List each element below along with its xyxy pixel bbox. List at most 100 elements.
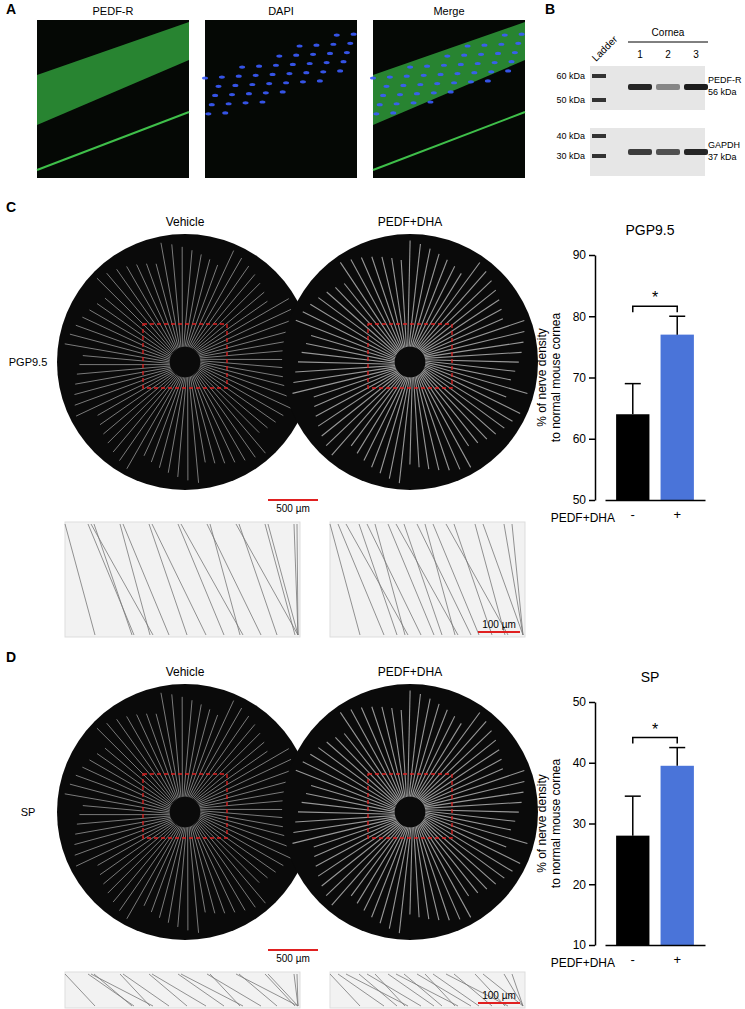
nerve-fiber xyxy=(310,304,395,356)
stain-line xyxy=(37,112,189,170)
nerve-fiber xyxy=(303,312,396,358)
nucleus xyxy=(431,91,437,94)
significance-label: * xyxy=(652,289,658,306)
stain-band xyxy=(37,22,189,125)
nerve-fiber xyxy=(415,827,429,920)
zoom-image xyxy=(65,972,300,1008)
ladder-label: Ladder xyxy=(590,33,620,63)
nerve-fiber xyxy=(401,260,406,347)
nucleus xyxy=(276,54,282,57)
tick-label: 80 xyxy=(573,310,587,324)
nerve-fiber xyxy=(382,257,404,348)
tick-label: - xyxy=(631,952,635,967)
nucleus xyxy=(300,80,306,83)
nucleus xyxy=(384,85,390,88)
nerve-fiber xyxy=(127,826,180,918)
tick: + xyxy=(673,500,681,522)
nerve-fiber xyxy=(424,331,524,355)
nerve-fiber xyxy=(425,812,510,829)
nerve-fiber xyxy=(302,352,395,363)
error-cap xyxy=(669,747,685,749)
chart-title: SP xyxy=(641,669,660,685)
ladder-band xyxy=(592,74,606,78)
nucleus xyxy=(407,65,413,68)
cornea-image xyxy=(282,684,538,940)
zoom-fiber xyxy=(236,524,298,635)
nucleus xyxy=(508,60,514,63)
nerve-fiber xyxy=(295,816,395,822)
nucleus xyxy=(400,84,406,87)
nerve-fiber xyxy=(425,352,522,358)
zoom-fiber xyxy=(149,974,187,1006)
nerve-fiber xyxy=(161,693,180,798)
tick: 90 xyxy=(573,248,595,262)
nucleus xyxy=(515,42,521,45)
zoom-box xyxy=(143,324,227,388)
nerve-fiber xyxy=(392,708,405,797)
nucleus xyxy=(475,62,481,65)
nucleus xyxy=(485,79,491,82)
bar-chart: SP% of nerve densityto normal mouse corn… xyxy=(535,669,706,970)
nerve-fiber xyxy=(200,359,287,360)
nerve-fiber xyxy=(103,824,175,884)
nerve-fiber xyxy=(100,823,174,875)
nerve-fiber xyxy=(424,819,505,878)
nucleus xyxy=(411,101,417,104)
nucleus xyxy=(212,94,218,97)
nerve-fiber xyxy=(424,369,505,428)
marker-label: 50 kDa xyxy=(556,95,585,105)
tick: - xyxy=(631,500,635,522)
nucleus xyxy=(444,54,450,57)
nerve-fiber xyxy=(117,269,175,351)
tick-label: 20 xyxy=(573,878,587,892)
chart-title: PGP9.5 xyxy=(625,222,674,238)
zoom-fiber xyxy=(346,974,408,1006)
zoom-image xyxy=(65,522,300,637)
nucleus xyxy=(334,33,340,36)
error-cap xyxy=(669,316,685,318)
tick: 50 xyxy=(573,695,595,709)
nerve-fiber xyxy=(380,377,408,473)
zoom-fiber xyxy=(207,524,261,635)
plot-area xyxy=(616,316,694,500)
blot-size: 37 kDa xyxy=(708,152,737,162)
bar xyxy=(616,836,649,945)
tick: - xyxy=(631,945,635,967)
zoom-fiber xyxy=(120,974,150,1006)
zoom-fiber xyxy=(294,524,298,635)
zoom-fiber xyxy=(294,974,298,1006)
tick: 30 xyxy=(573,817,595,831)
tick-mark xyxy=(589,439,595,441)
zoom-fiber xyxy=(65,974,95,1006)
error-line xyxy=(676,748,678,766)
nerve-fiber xyxy=(103,374,175,434)
zoom-fiber xyxy=(91,524,153,635)
zoom-fiber xyxy=(417,974,471,1006)
micrograph xyxy=(370,20,525,178)
stain-label: PGP9.5 xyxy=(9,356,48,368)
nucleus xyxy=(263,91,269,94)
nerve-fiber xyxy=(97,278,172,353)
scale-bar xyxy=(478,1002,520,1004)
nerve-fiber xyxy=(189,377,199,483)
zoom-fiber xyxy=(239,524,277,635)
cornea-image xyxy=(282,234,538,490)
tick-mark xyxy=(589,945,595,947)
ladder-band xyxy=(592,154,606,158)
zoom-fiber xyxy=(65,524,95,635)
zoom-fiber xyxy=(178,974,224,1006)
nerve-fiber xyxy=(107,723,174,802)
nerve-fiber xyxy=(414,377,420,467)
tick-label: 40 xyxy=(573,756,587,770)
cornea-image xyxy=(57,684,313,940)
nerve-fiber xyxy=(425,362,510,379)
nerve-fiber xyxy=(415,377,429,470)
nerve-fiber xyxy=(79,814,169,815)
condition-label: Vehicle xyxy=(166,215,205,229)
nerve-fiber xyxy=(97,728,172,803)
nucleus xyxy=(337,69,343,72)
nucleus xyxy=(297,44,303,47)
nerve-fiber xyxy=(408,240,410,346)
nerve-fiber xyxy=(316,822,398,867)
nucleus xyxy=(448,90,454,93)
